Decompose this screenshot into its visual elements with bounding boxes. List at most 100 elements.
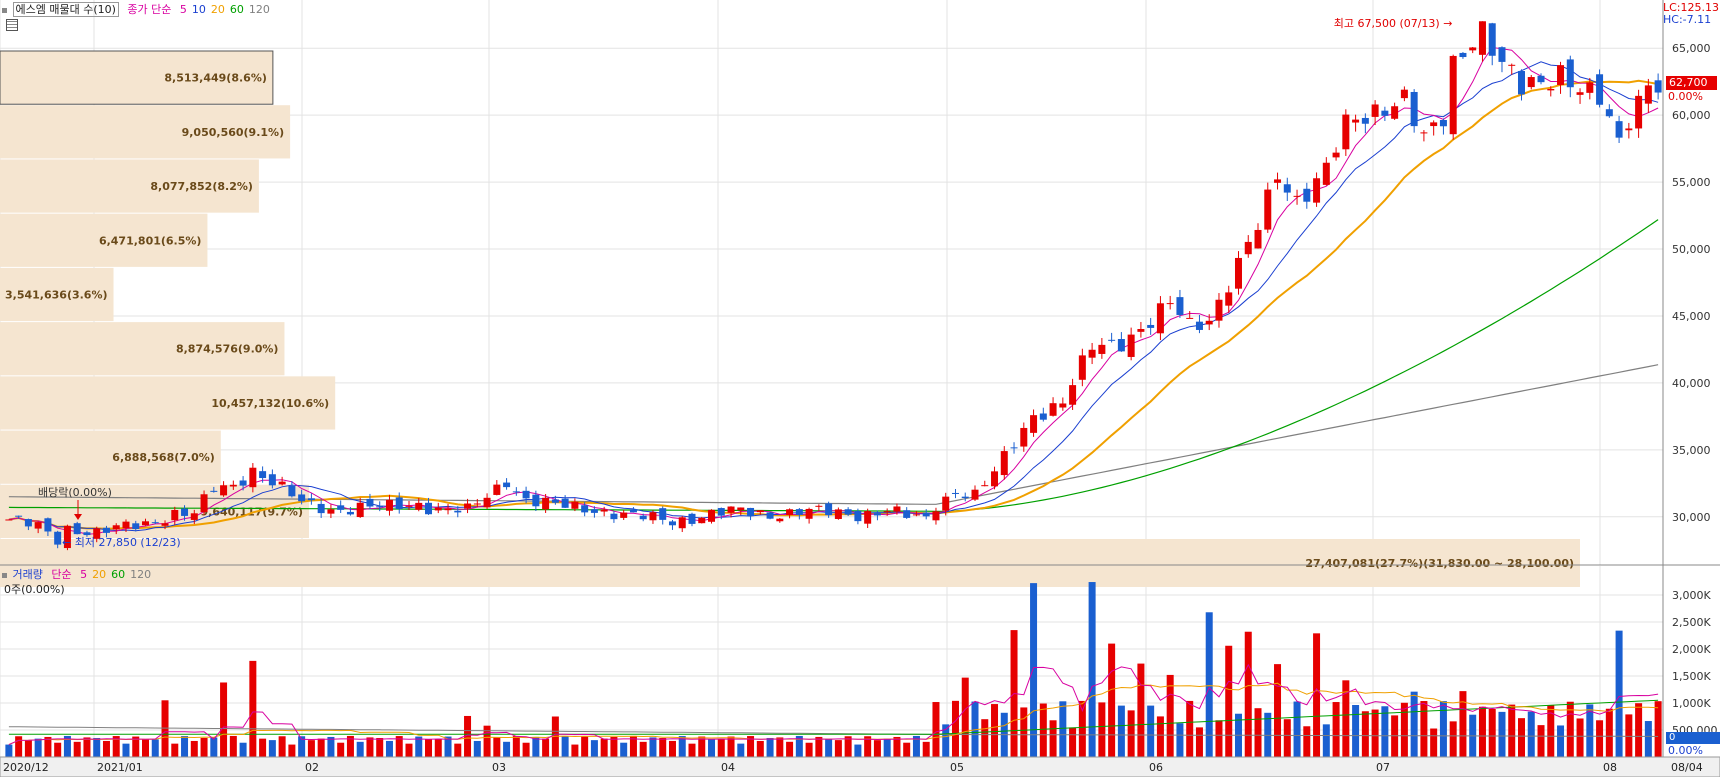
indicator-title[interactable]: 에스엠 매물대 수(10) [12,2,119,17]
volume-ma-periods: 5 20 60 120 [80,568,156,581]
candle-body [15,515,23,517]
candle-body [122,521,130,529]
x-axis-label: 03 [492,761,506,774]
candle-body [1176,297,1184,315]
candle-body [649,512,657,521]
candle-body [981,485,989,487]
volume-bar [1225,645,1233,757]
candle-body [434,507,442,511]
volume-bar [600,738,608,757]
volume-bar [698,736,706,757]
candle-body [951,492,959,494]
volume-bar [298,736,306,757]
volume-bar [903,742,911,757]
volume-bar [1293,701,1301,757]
candle-body [1254,229,1262,249]
volume-bar [444,736,452,757]
lc-readout: LC:125.13 [1663,1,1720,14]
candle-body [1557,65,1565,85]
ma10-line [8,61,1659,532]
x-axis-label: 05 [950,761,964,774]
volume-current-change: 0.00% [1668,744,1703,757]
volume-bar [1137,663,1145,757]
volume-bar [1517,718,1525,757]
candle-body [893,506,901,512]
candle-body [210,490,218,492]
volume-title[interactable]: 거래량 [12,568,43,581]
volume-bar [668,740,676,757]
candle-body [503,482,511,488]
candle-body [971,489,979,500]
candle-body [512,491,520,493]
candle-body [1654,80,1662,93]
candle-body [756,510,764,513]
volume-bar [1313,633,1321,757]
volume-bar [561,736,569,757]
candle-body [1508,64,1516,66]
candle-body [1449,55,1457,135]
volume-bar [688,743,696,757]
candle-body [961,496,969,499]
volume-bar [356,741,364,757]
ma5-line [8,46,1659,535]
volume-bar [581,736,589,757]
candle-body [425,502,433,515]
volume-bar [961,677,969,757]
candle-body [1322,162,1330,185]
volume-bar [161,700,169,757]
candle-body [1478,21,1486,55]
volume-bar [912,735,920,757]
volume-bar [366,737,374,757]
candle-body [1127,334,1135,357]
volume-bar [951,700,959,757]
volume-bar [1098,702,1106,757]
candle-body [1547,88,1555,91]
volume-profile-label: 27,407,081(27.7%)(31,830.00 ~ 28,100.00) [1305,557,1574,570]
candle-body [1342,114,1350,150]
candle-body [151,522,159,524]
volume-bar [1176,723,1184,757]
candle-body [1156,303,1164,334]
volume-bar [1566,701,1574,757]
candle-body [200,494,208,513]
candle-body [864,511,872,524]
volume-bar [708,739,716,757]
candle-body [903,510,911,518]
candle-body [1186,317,1194,319]
volume-tick-label: 3,000K [1672,589,1711,602]
ma-period-120: 120 [130,568,152,581]
volume-bar [717,739,725,757]
candle-body [1517,70,1525,95]
volume-bar [288,744,296,757]
candle-body [317,503,325,514]
volume-bar [1576,718,1584,757]
volume-bar [229,735,237,757]
candle-body [942,496,950,511]
candle-body [542,497,550,510]
candle-body [1166,303,1174,305]
candle-body [1361,117,1369,124]
volume-bar [1605,708,1613,757]
ma-period-5: 5 [80,568,88,581]
volume-bar [747,736,755,757]
volume-bar [737,743,745,757]
candle-body [776,518,784,522]
candle-body [571,501,579,509]
low-annotation: ← 최저 27,850 (12/23) [62,536,181,549]
volume-profile-bar [0,213,208,267]
volume-bar [991,704,999,757]
grid-toggle-icon[interactable] [6,19,18,31]
volume-bar [776,737,784,757]
candle-body [1430,122,1438,127]
x-axis-label: 07 [1376,761,1390,774]
volume-bar [1537,725,1545,757]
volume-bar [1283,719,1291,757]
volume-bar [210,737,218,757]
volume-bar [278,736,286,757]
candle-body [405,505,413,507]
x-axis-label: 06 [1149,761,1163,774]
volume-bar [1410,691,1418,757]
volume-bar [649,737,657,757]
volume-bar [1049,720,1057,757]
candle-body [912,514,920,516]
